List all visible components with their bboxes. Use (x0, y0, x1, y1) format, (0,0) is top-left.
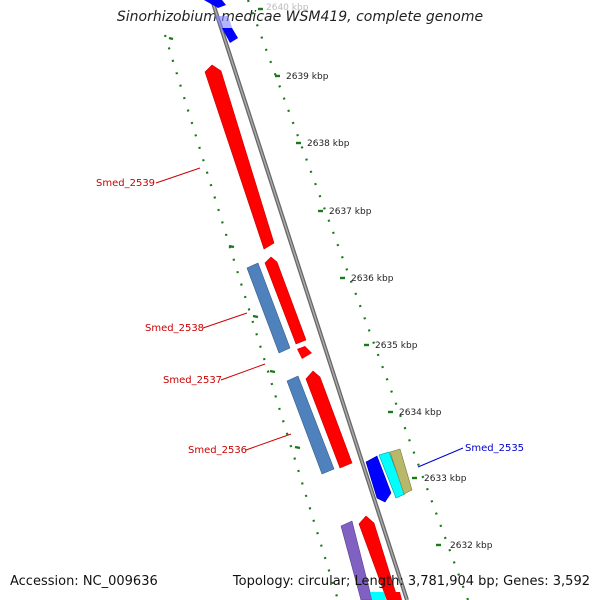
gene-label-smed-2536[interactable]: Smed_2536 (188, 445, 247, 456)
scale-label: 2634 kbp (399, 408, 442, 418)
gene-feature-cyan[interactable] (370, 592, 386, 600)
gene-feature-blue[interactable] (222, 28, 238, 43)
gene-label-smed-2535[interactable]: Smed_2535 (465, 443, 524, 454)
gene-label-smed-2539[interactable]: Smed_2539 (96, 178, 155, 189)
scale-label: 2635 kbp (375, 341, 418, 351)
scale-label: 2637 kbp (329, 207, 372, 217)
gene-feature-purple[interactable] (340, 520, 373, 600)
gene-label-smed-2537[interactable]: Smed_2537 (163, 375, 222, 386)
gene-feature-red[interactable] (264, 256, 307, 345)
scale-label: 2636 kbp (351, 274, 394, 284)
gene-feature-cyan[interactable] (378, 451, 406, 499)
scale-label: 2640 kbp (266, 3, 309, 13)
scale-label: 2633 kbp (424, 474, 467, 484)
gene-features (204, 0, 413, 600)
scale-label: 2638 kbp (307, 139, 350, 149)
gene-smed-2538[interactable] (246, 262, 291, 354)
scale-tick-marks (258, 7, 441, 547)
genome-backbone (210, 0, 409, 600)
map-title: Sinorhizobium medicae WSM419, complete g… (116, 9, 484, 25)
gene-feature-blue[interactable] (365, 455, 392, 503)
gene-feature-red[interactable] (390, 592, 402, 600)
label-leaders (155, 167, 464, 468)
gene-label-smed-2538[interactable]: Smed_2538 (145, 323, 204, 334)
outer-ring-major-ticks (168, 36, 301, 450)
topology-summary: Topology: circular; Length: 3,781,904 bp… (232, 574, 590, 589)
gene-feature-red[interactable] (305, 370, 353, 469)
gene-smed-2539[interactable] (204, 64, 275, 250)
accession-text: Accession: NC_009636 (10, 574, 158, 589)
gene-feature-blue[interactable] (204, 0, 226, 8)
gene-smed-2535[interactable] (389, 448, 413, 495)
gene-feature-red[interactable] (358, 515, 399, 600)
scale-label: 2632 kbp (450, 541, 493, 551)
gene-smed-2537[interactable] (297, 346, 312, 359)
gene-smed-2536[interactable] (286, 375, 335, 475)
scale-label: 2639 kbp (286, 72, 329, 82)
